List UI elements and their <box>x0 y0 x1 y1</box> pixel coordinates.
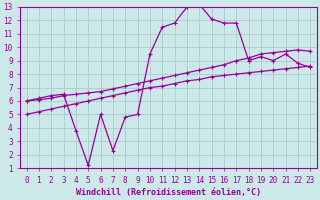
X-axis label: Windchill (Refroidissement éolien,°C): Windchill (Refroidissement éolien,°C) <box>76 188 261 197</box>
